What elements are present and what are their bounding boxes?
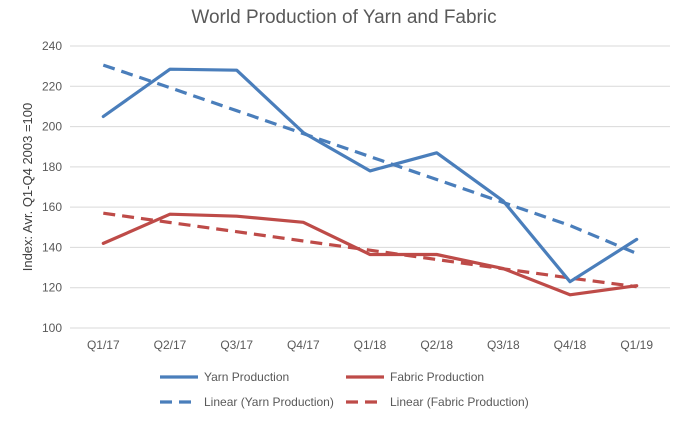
y-tick-label: 160 — [42, 200, 62, 214]
y-tick-label: 180 — [42, 160, 62, 174]
x-tick-label: Q4/18 — [554, 338, 587, 352]
y-tick-label: 200 — [42, 120, 62, 134]
x-tick-label: Q1/18 — [354, 338, 387, 352]
gridlines — [70, 45, 670, 329]
y-tick-label: 240 — [42, 39, 62, 53]
x-tick-label: Q3/18 — [487, 338, 520, 352]
x-tick-label: Q1/17 — [87, 338, 120, 352]
series-line-yarn-production — [101, 67, 639, 284]
y-tick-labels: 100 120 140 160 180 200 220 240 — [42, 39, 62, 335]
legend: Yarn Production Fabric Production Linear (… — [160, 370, 529, 409]
x-tick-label: Q2/17 — [154, 338, 187, 352]
y-axis-label: Index: Avr. Q1-Q4 2003 =100 — [20, 103, 35, 272]
x-tick-label: Q2/18 — [420, 338, 453, 352]
legend-label: Linear (Fabric Production) — [390, 395, 529, 409]
x-tick-label: Q4/17 — [287, 338, 320, 352]
x-tick-label: Q3/17 — [220, 338, 253, 352]
chart-title: World Production of Yarn and Fabric — [191, 7, 496, 28]
legend-label: Yarn Production — [204, 370, 289, 384]
series-lines — [101, 63, 639, 297]
x-tick-labels: Q1/17 Q2/17 Q3/17 Q4/17 Q1/18 Q2/18 Q3/18 Q4/18… — [87, 338, 653, 352]
legend-label: Fabric Production — [390, 370, 484, 384]
y-tick-label: 220 — [42, 79, 62, 93]
y-tick-label: 120 — [42, 281, 62, 295]
series-line-fabric-production — [101, 212, 639, 297]
y-tick-label: 140 — [42, 240, 62, 254]
y-tick-label: 100 — [42, 321, 62, 335]
legend-label: Linear (Yarn Production) — [204, 395, 334, 409]
x-tick-label: Q1/19 — [620, 338, 653, 352]
series-line-linear-fabric-production — [103, 211, 637, 289]
